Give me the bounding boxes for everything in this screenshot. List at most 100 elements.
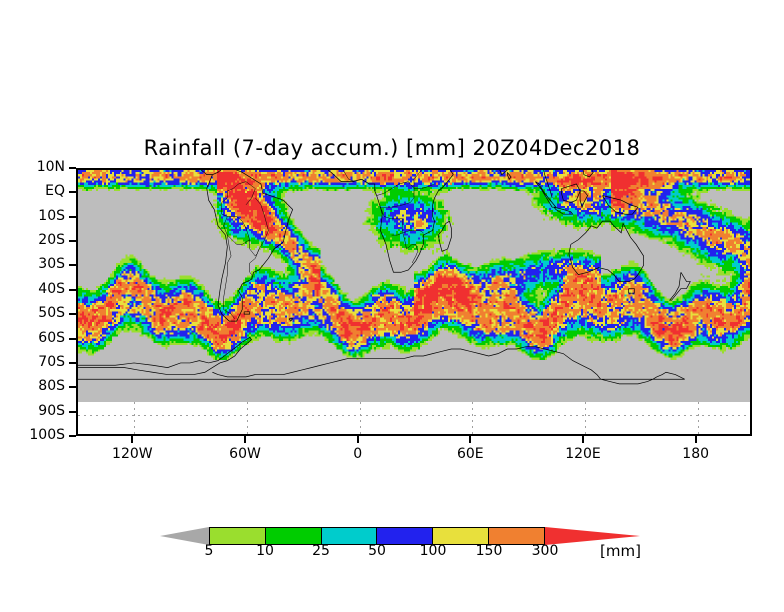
coastline-path: [670, 272, 691, 300]
x-tick-label-120e: 120E: [565, 446, 601, 462]
y-tick-mark: [69, 361, 76, 364]
coastline-path: [326, 170, 453, 272]
coastline-path: [535, 182, 556, 208]
y-tick-mark: [69, 215, 76, 218]
map-plot-area: [76, 168, 752, 436]
gridline-vertical: [359, 402, 361, 434]
border-path: [227, 216, 249, 239]
colorbar-segment-5: [489, 528, 544, 544]
y-tick-label-50s: 50S: [38, 305, 65, 322]
border-path: [222, 191, 228, 235]
x-tick-label-60e: 60E: [456, 446, 484, 462]
colorbar-tick-150: 150: [475, 543, 503, 559]
y-tick-mark: [69, 435, 76, 437]
colorbar: [160, 527, 640, 545]
border-path: [224, 235, 231, 309]
border-path: [414, 170, 429, 189]
coastline-path: [561, 184, 580, 203]
colorbar-tick-300: 300: [531, 543, 559, 559]
coastline-path: [554, 207, 573, 214]
colorbar-tick-10: 10: [256, 543, 274, 559]
y-tick-mark: [69, 167, 76, 169]
border-path: [255, 198, 268, 249]
y-tick-mark: [69, 313, 76, 316]
y-tick-label-60s: 60S: [38, 329, 65, 346]
border-path: [380, 207, 402, 235]
x-tick-mark: [469, 436, 472, 443]
x-tick-mark: [356, 436, 359, 443]
border-path: [377, 182, 414, 196]
x-tick-mark: [131, 436, 134, 443]
y-tick-label-30s: 30S: [38, 256, 65, 273]
border-path: [403, 230, 424, 232]
colorbar-segment-0: [210, 528, 266, 544]
colorbar-unit-label: [mm]: [600, 542, 641, 560]
border-path: [343, 170, 354, 182]
y-tick-label-10s: 10S: [38, 207, 65, 224]
border-path: [227, 235, 259, 256]
y-tick-mark: [69, 337, 76, 340]
page-title: Rainfall (7-day accum.) [mm] 20Z04Dec201…: [143, 136, 641, 160]
border-path: [403, 233, 418, 263]
x-tick-mark: [694, 436, 697, 443]
x-tick-label-60w: 60W: [229, 446, 261, 462]
gridline-vertical: [697, 402, 699, 434]
coastline-path: [569, 221, 644, 281]
colorbar-tick-25: 25: [312, 543, 330, 559]
colorbar-segment-4: [433, 528, 490, 544]
colorbar-segment-2: [321, 528, 378, 544]
coastline-path: [78, 337, 252, 374]
colorbar-segment-3: [377, 528, 434, 544]
coastline-path: [629, 289, 635, 294]
colorbar-segments: [209, 527, 545, 545]
coastline-path: [507, 172, 511, 179]
coastline-path: [183, 170, 213, 175]
y-tick-mark: [69, 410, 76, 413]
colorbar-tick-5: 5: [204, 543, 214, 559]
colorbar-under-arrow: [160, 527, 209, 545]
y-tick-label-eq: EQ: [45, 183, 65, 200]
y-tick-label-70s: 70S: [38, 353, 65, 370]
colorbar-segment-1: [265, 528, 322, 544]
coastline-path: [78, 368, 685, 384]
y-tick-mark: [69, 386, 76, 389]
coastline-path: [582, 170, 593, 177]
y-tick-label-100s: 100S: [29, 427, 65, 443]
gridline-vertical: [585, 402, 586, 434]
coastline-path: [289, 319, 293, 321]
border-path: [380, 189, 414, 208]
y-tick-label-90s: 90S: [38, 402, 65, 419]
colorbar-tick-100: 100: [419, 543, 447, 559]
x-tick-mark: [582, 436, 584, 443]
coastline-path: [212, 347, 600, 380]
below-pole-gridlines: [78, 402, 750, 434]
colorbar-over-arrow: [545, 527, 640, 545]
coastline-path: [244, 312, 250, 314]
coastline-path: [603, 196, 638, 215]
y-tick-mark: [69, 288, 76, 291]
y-tick-label-10n: 10N: [36, 159, 65, 175]
y-tick-mark: [69, 191, 76, 194]
coastline-path: [580, 191, 587, 207]
rainfall-raster: [78, 170, 750, 403]
coastline-path: [438, 221, 451, 251]
x-tick-mark: [244, 436, 246, 443]
x-tick-label-180: 180: [682, 446, 710, 462]
border-path: [227, 182, 255, 205]
y-tick-mark: [69, 264, 76, 267]
colorbar-tick-50: 50: [368, 543, 386, 559]
coastline-path: [485, 170, 552, 198]
border-path: [250, 249, 259, 275]
gridline-vertical: [472, 402, 474, 434]
border-path: [414, 184, 435, 189]
coastline-overlay: [78, 170, 750, 402]
y-tick-label-80s: 80S: [38, 378, 65, 395]
x-tick-label-120w: 120W: [112, 446, 153, 462]
coastline-path: [207, 170, 293, 321]
x-tick-label-0: 0: [353, 446, 363, 462]
gridline-vertical: [247, 402, 248, 434]
gridline-vertical: [134, 402, 136, 434]
border-path: [224, 309, 235, 318]
y-tick-label-20s: 20S: [38, 232, 65, 249]
y-tick-label-40s: 40S: [38, 280, 65, 297]
